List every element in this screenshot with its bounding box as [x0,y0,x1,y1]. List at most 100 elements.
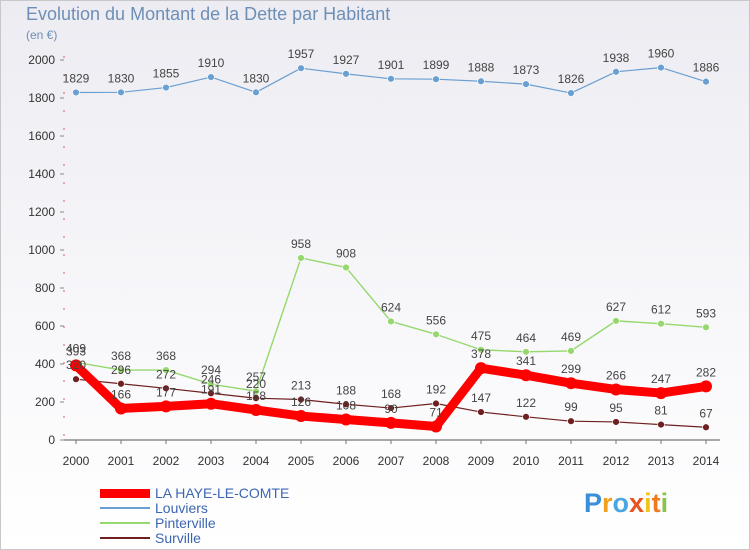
data-point [342,70,350,78]
data-point [340,413,352,426]
data-point [612,68,620,76]
y-tick-label: 2000 [28,53,55,67]
data-label: 368 [156,349,176,363]
data-label: 1873 [513,63,540,77]
data-label: 90 [384,402,398,416]
y-tick-label: 1000 [28,243,55,257]
data-point [612,317,620,325]
data-label: 1938 [603,51,630,65]
data-label: 1927 [333,53,360,67]
data-label: 1957 [288,47,315,61]
x-tick-label: 2002 [153,454,180,468]
data-point [342,263,350,272]
data-point [612,418,620,426]
data-label: 294 [201,363,221,377]
x-tick-label: 2000 [63,454,90,468]
data-point [160,400,172,413]
data-point [70,359,82,372]
data-point [432,75,440,83]
data-label: 1826 [558,72,585,86]
data-point [477,408,485,416]
data-point [205,397,217,410]
data-point [567,89,575,97]
data-point [657,320,665,328]
x-tick-label: 2001 [108,454,135,468]
data-point [657,63,665,72]
data-label: 168 [381,387,401,401]
data-label: 1886 [693,61,720,75]
data-point [295,410,307,423]
x-tick-label: 2012 [603,454,630,468]
data-label: 147 [471,391,491,405]
data-point [430,420,442,433]
data-point [522,348,530,356]
data-label: 320 [66,358,86,372]
data-point [522,80,530,88]
legend-label: Pinterville [155,515,216,531]
legend-label: LA HAYE-LE-COMTE [155,485,290,501]
data-point [387,75,395,83]
y-tick-label: 1400 [28,167,55,181]
data-label: 1899 [423,58,450,72]
data-label: 272 [156,367,176,381]
x-tick-label: 2007 [378,454,405,468]
y-tick-label: 400 [35,357,55,371]
data-point [252,394,260,402]
chart-title: Evolution du Montant de la Dette par Hab… [26,4,391,24]
chart-unit: (en €) [26,28,58,42]
data-label: 1830 [108,71,135,85]
data-label: 266 [606,368,626,382]
data-label: 1901 [378,58,405,72]
data-label: 296 [111,363,131,377]
data-point [250,403,262,416]
data-label: 108 [336,398,356,412]
x-tick-label: 2004 [243,454,270,468]
x-tick-label: 2005 [288,454,315,468]
data-label: 1830 [243,71,270,85]
data-point [115,402,127,415]
x-tick-label: 2009 [468,454,495,468]
data-point [162,384,170,393]
data-label: 1910 [198,56,225,70]
chart-axes: 0 200 400 600 800 1000 1200 1400 1600 1800 2000 200… [28,53,720,468]
data-label: 192 [426,383,446,397]
y-tick-label: 800 [35,281,55,295]
data-point [567,417,575,425]
data-label: 624 [381,300,401,314]
data-label: 556 [426,313,446,327]
data-label: 126 [291,395,311,409]
data-label: 378 [471,347,491,361]
data-point [387,404,395,412]
data-label: 122 [516,396,536,410]
data-label: 464 [516,331,536,345]
data-label: 958 [291,237,311,251]
legend-swatch [100,507,150,509]
x-tick-label: 2006 [333,454,360,468]
data-label: 177 [156,385,176,399]
data-label: 393 [66,344,86,358]
y-tick-label: 200 [35,395,55,409]
data-label: 71 [429,406,443,420]
data-label: 469 [561,330,581,344]
data-point [657,420,665,429]
data-point [702,423,710,431]
data-point [207,73,215,81]
data-point [522,413,530,421]
data-point [162,366,170,374]
x-tick-label: 2014 [693,454,720,468]
data-point [72,88,80,97]
data-label: 341 [516,354,536,368]
data-label: 1855 [153,67,180,81]
data-label: 67 [699,406,713,420]
data-point [700,380,712,393]
x-tick-label: 2003 [198,454,225,468]
data-label: 282 [696,365,716,379]
x-tick-label: 2010 [513,454,540,468]
data-point [477,346,485,354]
data-label: 220 [246,377,266,391]
x-tick-label: 2008 [423,454,450,468]
data-point [297,64,305,72]
y-tick-label: 1800 [28,91,55,105]
